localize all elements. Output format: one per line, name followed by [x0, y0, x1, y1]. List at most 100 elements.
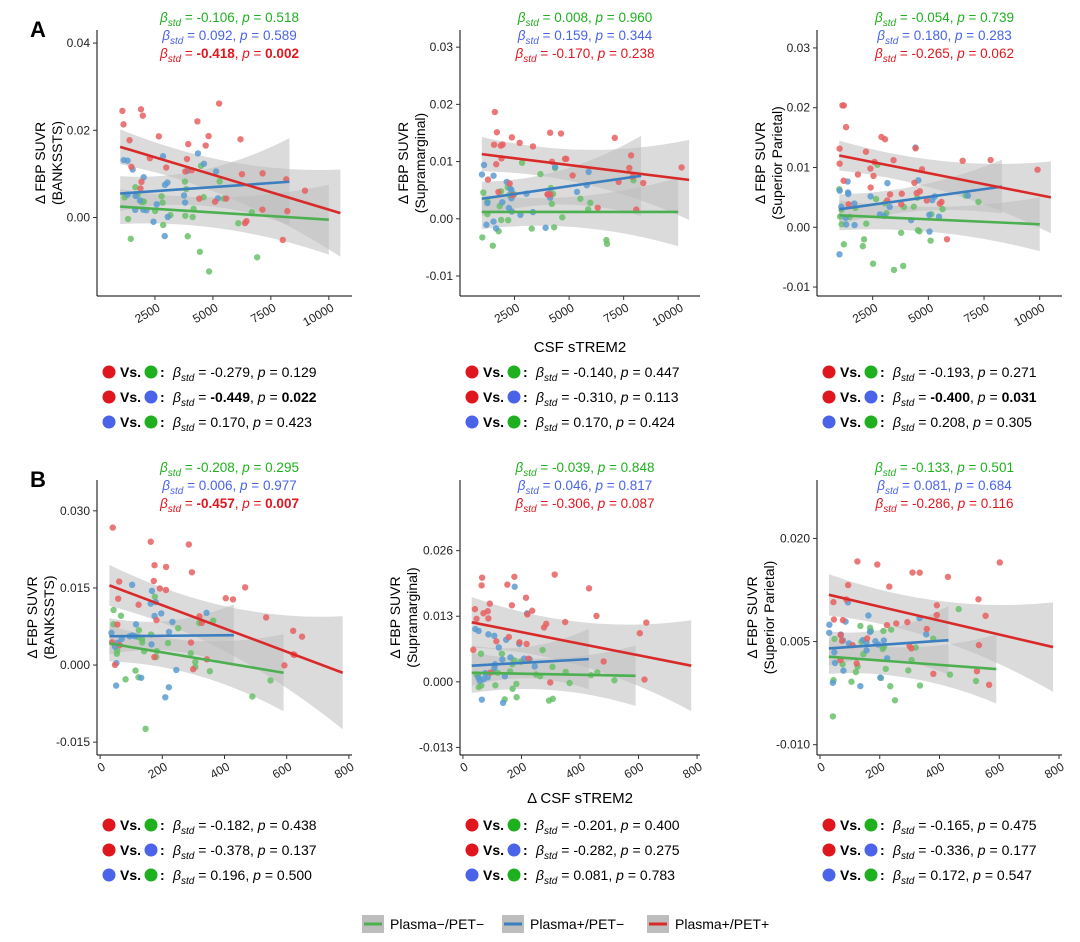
data-point-red — [522, 594, 530, 601]
data-point-red — [128, 163, 135, 170]
data-point-red — [898, 190, 905, 197]
data-point-green — [182, 212, 189, 219]
data-point-red — [486, 600, 494, 607]
comparison-dot-blue — [822, 415, 836, 429]
y-tick-label: 0.015 — [60, 581, 90, 595]
data-point-red — [281, 662, 288, 669]
x-tick-label: 200 — [863, 759, 888, 781]
data-point-red — [987, 156, 994, 164]
data-point-blue — [136, 197, 144, 204]
comparison-dot-blue — [507, 843, 521, 857]
comparison-colon: : — [523, 817, 528, 833]
x-tick-label: 10000 — [300, 300, 336, 329]
comparison-stat: βstd = -0.449, p = 0.022 — [172, 389, 317, 409]
fit-line-blue — [471, 657, 589, 667]
comparison-vs: Vs. — [483, 414, 504, 430]
data-point-red — [985, 681, 993, 689]
data-point-green — [205, 268, 213, 275]
data-point-red — [854, 558, 861, 565]
data-point-red — [289, 627, 297, 635]
stat-blue: βstd = 0.081, p = 0.684 — [876, 478, 1012, 497]
data-point-red — [853, 660, 860, 667]
data-point-green — [528, 225, 535, 232]
comparison-dot-green — [507, 365, 521, 379]
x-tick-label: 2500 — [132, 300, 162, 326]
stat-red: βstd = -0.457, p = 0.007 — [159, 496, 299, 515]
data-point-blue — [531, 663, 538, 670]
data-point-red — [863, 635, 871, 642]
data-point-red — [916, 569, 923, 576]
x-tick-label: 5000 — [906, 300, 936, 326]
data-point-red — [975, 641, 983, 649]
data-point-green — [916, 682, 924, 689]
data-point-red — [183, 155, 191, 163]
data-point-green — [859, 242, 867, 250]
stat-red: βstd = -0.306, p = 0.087 — [515, 496, 655, 515]
data-point-red — [301, 187, 309, 194]
data-point-red — [243, 217, 250, 225]
data-point-red — [223, 195, 230, 202]
comparison-dot-blue — [864, 843, 878, 857]
fit-line-green — [471, 671, 636, 678]
fit-line-red — [471, 621, 692, 667]
comparison-colon: : — [523, 389, 528, 405]
panel-B-2: -0.013 0.000 0.013 0.026 0 200 400 600 800 Δ FBP … — [387, 460, 705, 887]
x-tick-label: 200 — [145, 759, 170, 781]
comparison-vs: Vs. — [120, 867, 141, 883]
data-point-blue — [200, 160, 208, 167]
data-point-blue — [173, 666, 180, 674]
data-point-blue — [153, 201, 160, 208]
data-point-green — [509, 685, 516, 692]
data-point-green — [537, 170, 544, 178]
y-tick-label: 0.013 — [423, 609, 453, 623]
data-point-green — [939, 205, 946, 213]
data-point-green — [151, 593, 159, 600]
comparison-vs: Vs. — [483, 389, 504, 405]
data-point-red — [959, 157, 966, 165]
panel-A-3: -0.01 0.00 0.01 0.02 0.03 2500 5000 7500 10000 Δ … — [752, 10, 1062, 434]
panel-A-2: -0.01 0.00 0.01 0.02 0.03 2500 5000 7500 10000 Δ … — [395, 10, 700, 434]
data-point-red — [840, 102, 848, 109]
data-point-green — [480, 189, 487, 196]
data-point-blue — [884, 179, 891, 187]
data-point-red — [205, 132, 212, 140]
x-tick-label: 7500 — [961, 300, 991, 326]
stat-green: βstd = -0.133, p = 0.501 — [874, 460, 1014, 479]
data-point-blue — [480, 161, 488, 169]
y-tick-label: 0.03 — [787, 41, 811, 55]
y-tick-label: -0.015 — [56, 735, 90, 749]
confidence-band-red — [828, 574, 1054, 692]
data-point-green — [518, 159, 526, 166]
stat-red: βstd = -0.418, p = 0.002 — [159, 46, 299, 65]
x-tick-label: 400 — [208, 759, 233, 781]
comparison-dot-green — [144, 415, 158, 429]
x-axis-label-B: Δ CSF sTREM2 — [527, 790, 633, 807]
data-point-red — [561, 618, 569, 626]
data-point-blue — [475, 627, 482, 635]
data-point-green — [972, 677, 980, 685]
data-point-red — [259, 170, 266, 177]
data-point-green — [110, 606, 117, 614]
data-point-red — [508, 602, 516, 609]
data-point-green — [829, 713, 837, 720]
data-point-blue — [203, 609, 210, 617]
data-point-red — [569, 172, 576, 179]
y-tick-label: 0.005 — [780, 635, 810, 649]
data-point-green — [927, 237, 934, 244]
data-point-green — [905, 667, 912, 674]
data-point-red — [162, 563, 170, 571]
fit-line-blue — [839, 185, 1003, 211]
data-point-red — [511, 573, 518, 580]
data-point-green — [860, 236, 868, 243]
data-point-red — [839, 616, 847, 624]
comparison-vs: Vs. — [120, 817, 141, 833]
data-point-red — [524, 611, 531, 618]
data-point-blue — [831, 659, 839, 667]
data-point-red — [862, 148, 870, 155]
stat-green: βstd = -0.039, p = 0.848 — [515, 460, 655, 479]
data-point-blue — [836, 251, 843, 258]
x-tick-label: 7500 — [248, 300, 278, 326]
comparison-vs: Vs. — [483, 842, 504, 858]
stat-red: βstd = -0.286, p = 0.116 — [875, 496, 1014, 515]
data-point-blue — [542, 224, 549, 231]
